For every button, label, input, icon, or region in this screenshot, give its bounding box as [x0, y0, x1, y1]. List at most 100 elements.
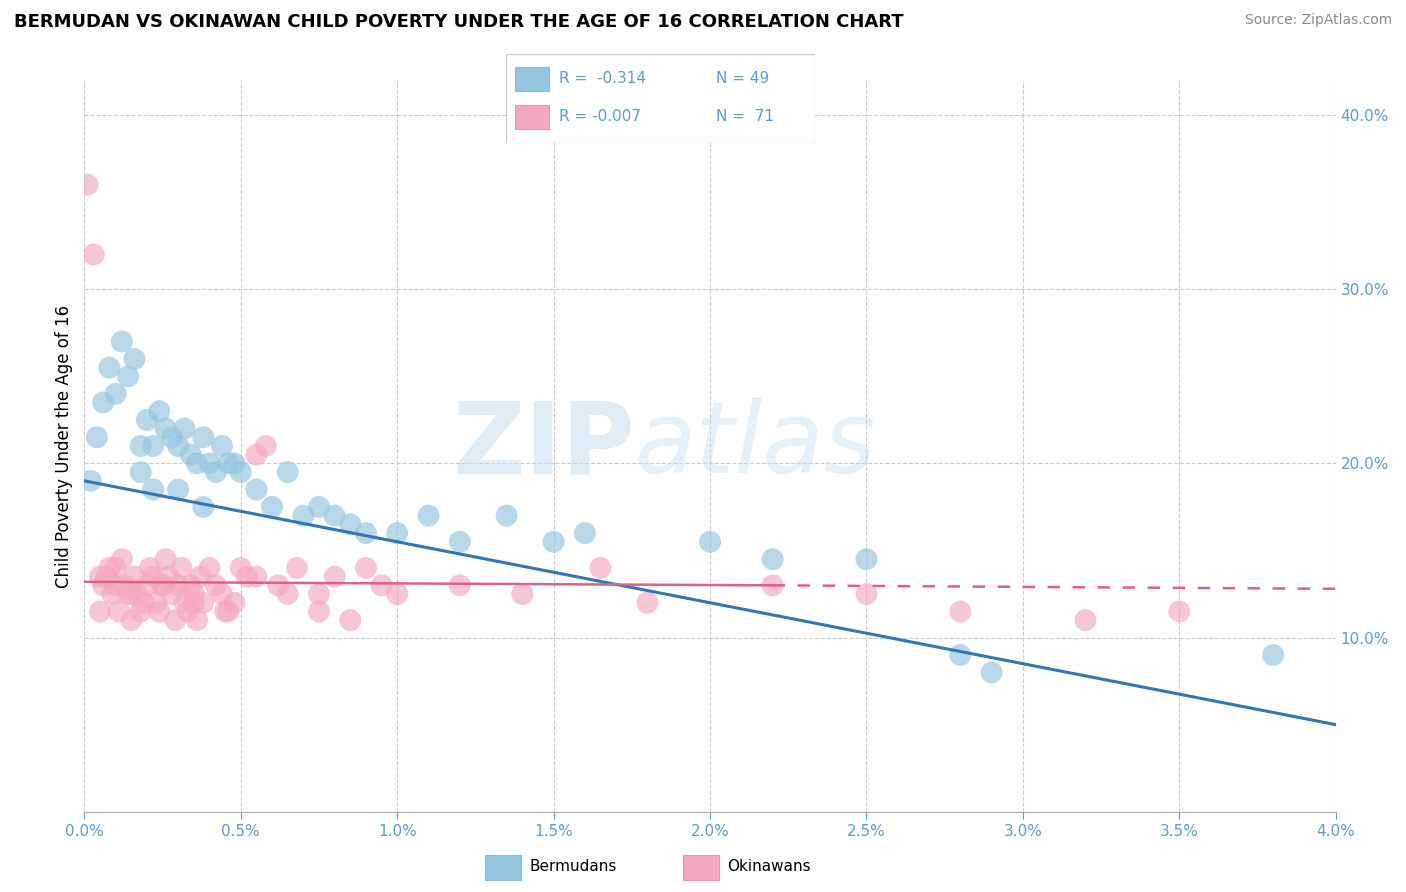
Point: [142, 439, 165, 453]
Point: [117, 587, 139, 601]
Point: [136, 578, 159, 592]
Text: N =  71: N = 71: [717, 109, 775, 124]
Point: [855, 587, 877, 601]
Point: [132, 596, 155, 610]
Point: [699, 534, 721, 549]
Point: [114, 578, 136, 592]
FancyBboxPatch shape: [516, 105, 550, 129]
Point: [96, 569, 118, 583]
Point: [1074, 613, 1097, 627]
Point: [111, 552, 134, 566]
Point: [142, 483, 165, 497]
Point: [183, 596, 205, 610]
Point: [370, 578, 392, 592]
Text: Okinawans: Okinawans: [728, 859, 811, 874]
Point: [107, 604, 129, 618]
Point: [120, 613, 142, 627]
FancyBboxPatch shape: [683, 855, 720, 880]
Point: [167, 578, 190, 592]
Point: [98, 561, 121, 575]
Point: [949, 648, 972, 662]
Point: [292, 508, 315, 523]
Point: [418, 508, 440, 523]
Point: [180, 578, 202, 592]
Point: [762, 552, 785, 566]
FancyBboxPatch shape: [516, 67, 550, 92]
Point: [142, 569, 165, 583]
Point: [155, 552, 177, 566]
Point: [83, 247, 105, 261]
Point: [229, 465, 252, 479]
Point: [124, 351, 146, 366]
Point: [91, 395, 114, 409]
Point: [124, 569, 146, 583]
Point: [267, 578, 290, 592]
Point: [148, 604, 170, 618]
Point: [277, 465, 299, 479]
Text: R = -0.007: R = -0.007: [558, 109, 641, 124]
Point: [949, 604, 972, 618]
Point: [157, 569, 180, 583]
Point: [173, 596, 195, 610]
FancyBboxPatch shape: [485, 855, 520, 880]
Point: [385, 587, 409, 601]
Point: [176, 604, 198, 618]
Point: [198, 457, 221, 471]
Point: [170, 561, 193, 575]
Point: [193, 596, 215, 610]
Point: [254, 439, 277, 453]
Point: [117, 369, 139, 384]
Point: [217, 457, 239, 471]
Point: [217, 604, 239, 618]
Point: [339, 613, 361, 627]
Point: [183, 587, 205, 601]
Point: [167, 439, 190, 453]
Point: [204, 578, 226, 592]
Text: atlas: atlas: [636, 398, 876, 494]
Point: [136, 413, 159, 427]
Y-axis label: Child Poverty Under the Age of 16: Child Poverty Under the Age of 16: [55, 304, 73, 588]
Text: ZIP: ZIP: [453, 398, 636, 494]
Point: [855, 552, 877, 566]
Point: [211, 439, 233, 453]
Point: [574, 526, 596, 541]
Point: [308, 604, 330, 618]
Point: [193, 430, 215, 444]
Point: [214, 604, 236, 618]
Point: [495, 508, 517, 523]
Point: [173, 421, 195, 435]
Point: [91, 578, 114, 592]
Text: Source: ZipAtlas.com: Source: ZipAtlas.com: [1244, 13, 1392, 28]
Point: [308, 587, 330, 601]
Point: [167, 483, 190, 497]
Point: [354, 526, 377, 541]
Point: [129, 465, 152, 479]
Point: [129, 604, 152, 618]
Point: [354, 561, 377, 575]
Point: [104, 561, 127, 575]
Point: [449, 578, 471, 592]
Point: [198, 561, 221, 575]
Point: [323, 508, 346, 523]
Point: [152, 578, 174, 592]
Point: [79, 474, 101, 488]
Point: [186, 457, 208, 471]
Point: [127, 587, 149, 601]
Point: [104, 578, 127, 592]
Text: Bermudans: Bermudans: [530, 859, 617, 874]
Point: [101, 587, 124, 601]
Point: [449, 534, 471, 549]
Point: [637, 596, 659, 610]
Point: [236, 569, 259, 583]
Point: [224, 596, 246, 610]
FancyBboxPatch shape: [506, 54, 815, 143]
Text: BERMUDAN VS OKINAWAN CHILD POVERTY UNDER THE AGE OF 16 CORRELATION CHART: BERMUDAN VS OKINAWAN CHILD POVERTY UNDER…: [14, 13, 904, 31]
Text: R =  -0.314: R = -0.314: [558, 71, 645, 86]
Point: [193, 500, 215, 514]
Point: [308, 500, 330, 514]
Point: [188, 569, 211, 583]
Point: [89, 604, 111, 618]
Point: [229, 561, 252, 575]
Point: [980, 665, 1002, 680]
Point: [186, 613, 208, 627]
